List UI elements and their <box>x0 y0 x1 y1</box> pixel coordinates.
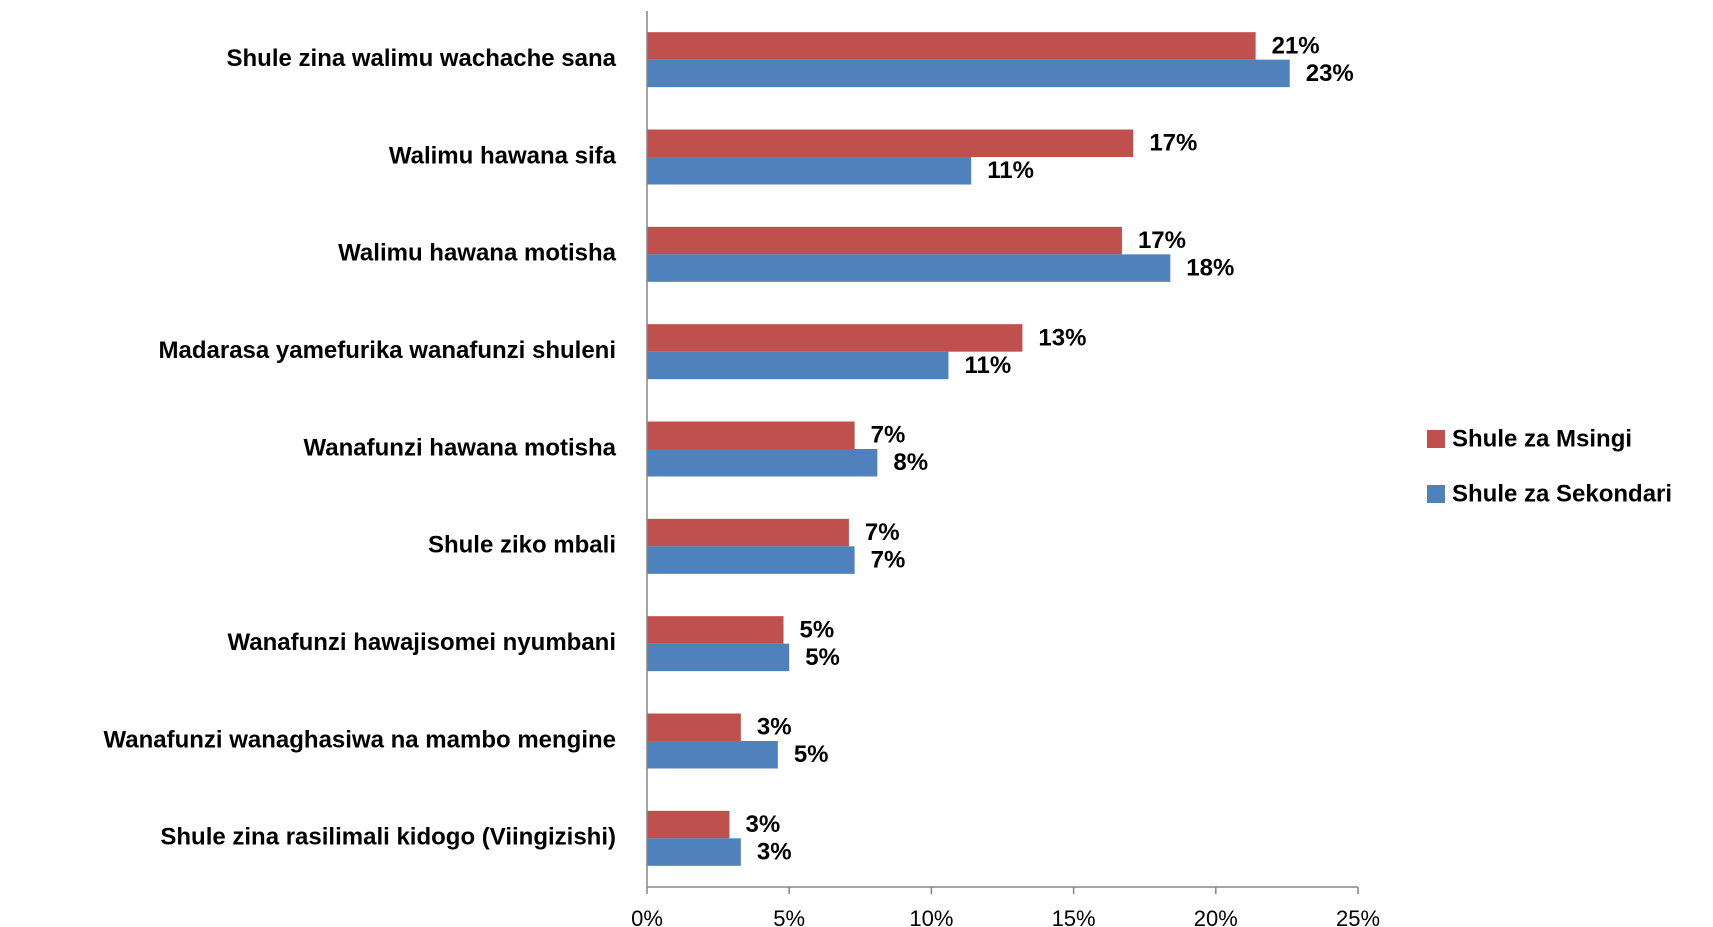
bar <box>647 157 972 185</box>
value-label: 5% <box>805 644 840 671</box>
legend-label: Shule za Sekondari <box>1452 480 1672 507</box>
value-label: 21% <box>1272 32 1320 59</box>
bar <box>647 254 1171 282</box>
category-label: Wanafunzi hawajisomei nyumbani <box>228 629 617 656</box>
bar <box>647 713 741 741</box>
bar <box>647 518 849 547</box>
value-label: 11% <box>987 157 1034 184</box>
category-label: Shule zina walimu wachache sana <box>227 45 617 72</box>
value-label: 17% <box>1138 227 1186 254</box>
category-label: Wanafunzi hawana motisha <box>304 434 617 461</box>
bar <box>647 226 1122 255</box>
legend-swatch <box>1427 430 1445 448</box>
bar <box>647 129 1134 157</box>
x-tick-label: 10% <box>909 906 953 927</box>
bar <box>647 324 1023 352</box>
x-tick-label: 0% <box>631 906 663 927</box>
x-tick-label: 20% <box>1194 906 1238 927</box>
bar <box>647 449 878 477</box>
category-label: Wanafunzi wanaghasiwa na mambo mengine <box>103 726 616 753</box>
value-label: 8% <box>893 449 928 476</box>
value-label: 11% <box>964 352 1011 379</box>
value-label: 5% <box>794 741 829 768</box>
value-label: 3% <box>757 714 792 741</box>
bar <box>647 421 855 449</box>
bar <box>647 643 790 672</box>
value-label: 7% <box>871 546 906 573</box>
x-tick-label: 5% <box>773 906 805 927</box>
bar <box>647 59 1290 88</box>
value-label: 7% <box>865 519 900 546</box>
category-label: Shule ziko mbali <box>428 532 616 559</box>
bar <box>647 838 741 866</box>
bar <box>647 616 784 644</box>
bar <box>647 351 949 380</box>
value-label: 13% <box>1038 324 1086 351</box>
category-label: Madarasa yamefurika wanafunzi shuleni <box>159 337 617 364</box>
value-label: 7% <box>871 422 906 449</box>
legend-label: Shule za Msingi <box>1452 425 1632 452</box>
bar <box>647 810 730 839</box>
category-label: Walimu hawana sifa <box>389 142 617 169</box>
value-label: 3% <box>745 811 780 838</box>
bar <box>647 32 1256 60</box>
x-tick-label: 25% <box>1336 906 1380 927</box>
bar <box>647 741 778 769</box>
value-label: 5% <box>800 616 835 643</box>
value-label: 18% <box>1186 254 1234 281</box>
bar <box>647 546 855 574</box>
value-label: 3% <box>757 838 792 865</box>
category-label: Shule zina rasilimali kidogo (Viingizish… <box>160 824 616 851</box>
x-tick-label: 15% <box>1052 906 1096 927</box>
value-label: 23% <box>1306 60 1354 87</box>
legend-swatch <box>1427 485 1445 503</box>
category-label: Walimu hawana motisha <box>338 240 616 267</box>
value-label: 17% <box>1149 130 1197 157</box>
